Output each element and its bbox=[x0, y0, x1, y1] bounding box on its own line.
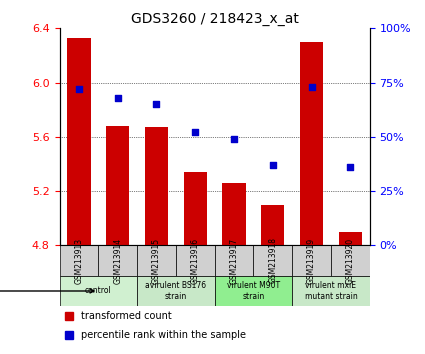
Point bbox=[114, 95, 121, 101]
Point bbox=[347, 164, 354, 170]
FancyBboxPatch shape bbox=[215, 245, 253, 276]
Text: GSM213918: GSM213918 bbox=[268, 238, 277, 284]
Text: virulent M90T
strain: virulent M90T strain bbox=[227, 281, 280, 301]
Text: avirulent BS176
strain: avirulent BS176 strain bbox=[145, 281, 207, 301]
FancyBboxPatch shape bbox=[253, 245, 292, 276]
Point bbox=[76, 86, 82, 92]
Text: GSM213914: GSM213914 bbox=[113, 238, 122, 284]
Bar bbox=[106, 126, 129, 245]
Text: GSM213916: GSM213916 bbox=[191, 238, 200, 284]
FancyBboxPatch shape bbox=[98, 245, 137, 276]
Bar bbox=[339, 232, 362, 245]
Text: transformed count: transformed count bbox=[81, 312, 172, 321]
FancyBboxPatch shape bbox=[292, 276, 370, 306]
Text: GSM213919: GSM213919 bbox=[307, 238, 316, 284]
Bar bbox=[261, 205, 284, 245]
Text: GSM213913: GSM213913 bbox=[74, 238, 83, 284]
Text: infection: infection bbox=[0, 286, 94, 296]
Bar bbox=[300, 42, 323, 245]
Bar bbox=[184, 172, 207, 245]
Text: percentile rank within the sample: percentile rank within the sample bbox=[81, 330, 246, 340]
Text: GSM213920: GSM213920 bbox=[346, 238, 355, 284]
Text: virulent mxiE
mutant strain: virulent mxiE mutant strain bbox=[305, 281, 357, 301]
FancyBboxPatch shape bbox=[137, 245, 176, 276]
Text: control: control bbox=[85, 286, 112, 296]
FancyBboxPatch shape bbox=[60, 276, 137, 306]
FancyBboxPatch shape bbox=[60, 245, 98, 276]
Point bbox=[308, 84, 315, 90]
FancyBboxPatch shape bbox=[176, 245, 215, 276]
Bar bbox=[67, 38, 91, 245]
Bar bbox=[222, 183, 246, 245]
FancyBboxPatch shape bbox=[137, 276, 215, 306]
Point bbox=[153, 101, 160, 107]
Bar bbox=[145, 127, 168, 245]
Text: GSM213915: GSM213915 bbox=[152, 238, 161, 284]
Point bbox=[269, 162, 276, 168]
Title: GDS3260 / 218423_x_at: GDS3260 / 218423_x_at bbox=[131, 12, 298, 26]
FancyBboxPatch shape bbox=[331, 245, 370, 276]
Text: GSM213917: GSM213917 bbox=[230, 238, 238, 284]
Point bbox=[192, 130, 198, 135]
FancyBboxPatch shape bbox=[215, 276, 292, 306]
FancyBboxPatch shape bbox=[292, 245, 331, 276]
Point bbox=[231, 136, 238, 142]
